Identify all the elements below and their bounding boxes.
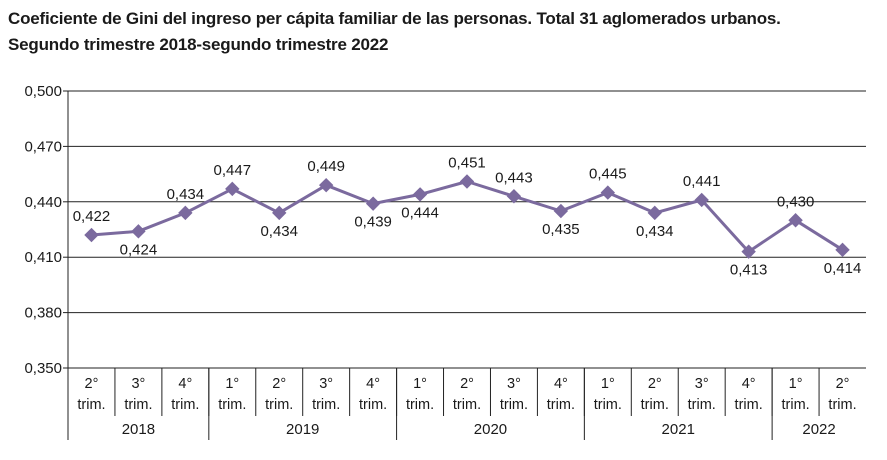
gridlines (68, 90, 866, 369)
category-label-quarter: 4° (554, 376, 568, 392)
category-label-trim: trim. (781, 397, 809, 413)
category-label-quarter: 2° (272, 376, 286, 392)
data-point-marker (272, 205, 287, 221)
category-label-quarter: 2° (85, 376, 99, 392)
category-label-trim: trim. (171, 397, 199, 413)
category-label-quarter: 1° (413, 376, 427, 392)
category-label-trim: trim. (547, 397, 575, 413)
category-label-trim: trim. (406, 397, 434, 413)
data-label: 0,414 (824, 260, 862, 277)
data-label: 0,449 (307, 158, 345, 175)
category-label-quarter: 2° (460, 376, 474, 392)
category-label-quarter: 1° (601, 376, 615, 392)
category-label-quarter: 4° (178, 376, 192, 392)
series-gini (84, 174, 850, 259)
data-label: 0,441 (683, 173, 721, 190)
category-label-trim: trim. (359, 397, 387, 413)
data-label: 0,451 (448, 154, 486, 171)
data-point-marker (506, 189, 522, 204)
category-label-trim: trim. (124, 397, 152, 413)
category-label-trim: trim. (594, 397, 622, 413)
category-label-quarter: 1° (225, 376, 239, 392)
y-tick-label: 0,500 (24, 83, 62, 100)
category-label-quarter: 4° (742, 376, 756, 392)
y-tick-label: 0,410 (24, 249, 62, 266)
data-point-marker (318, 177, 334, 193)
data-point-marker (788, 213, 803, 228)
chart-subtitle: Segundo trimestre 2018-segundo trimestre… (8, 35, 389, 54)
category-label-trim: trim. (688, 397, 716, 413)
data-point-marker (741, 244, 756, 259)
axes (63, 90, 820, 440)
category-label-quarter: 1° (789, 376, 803, 392)
y-tick-label: 0,440 (24, 194, 62, 211)
data-label: 0,430 (777, 193, 815, 210)
category-label-trim: trim. (453, 397, 481, 413)
category-label-quarter: 3° (507, 376, 521, 392)
data-labels: 0,422 0,424 0,434 0,447 0,434 0,449 0,439 0,444… (73, 154, 862, 278)
category-label-trim: trim. (265, 397, 293, 413)
data-label: 0,413 (730, 262, 768, 279)
data-point-marker (694, 192, 709, 208)
chart-title: Coeficiente de Gini del ingreso per cápi… (8, 9, 781, 28)
category-label-trim: trim. (312, 397, 340, 413)
chart-title-block: Coeficiente de Gini del ingreso per cápi… (8, 6, 878, 58)
data-label: 0,444 (401, 204, 439, 221)
data-point-marker (365, 196, 381, 211)
data-label: 0,434 (636, 223, 674, 240)
category-label-trim: trim. (735, 397, 763, 413)
y-tick-label: 0,380 (24, 305, 62, 322)
data-label: 0,422 (73, 208, 111, 225)
category-label-trim: trim. (218, 397, 246, 413)
data-label: 0,439 (354, 214, 392, 231)
y-axis-tick-labels: 0,500 0,470 0,440 0,410 0,380 0,350 (24, 83, 62, 377)
category-label-quarter: 3° (131, 376, 145, 392)
data-label: 0,445 (589, 166, 627, 183)
year-label: 2020 (474, 421, 507, 438)
category-label-quarter: 2° (648, 376, 662, 392)
y-tick-label: 0,470 (24, 138, 62, 155)
data-point-marker (459, 174, 475, 189)
data-point-marker (412, 187, 428, 202)
data-label: 0,434 (167, 186, 205, 203)
year-label: 2021 (662, 421, 695, 438)
category-label-trim: trim. (500, 397, 528, 413)
year-label: 2018 (122, 421, 155, 438)
year-label: 2022 (802, 421, 835, 438)
x-axis-category-labels: 2018 2019 2020 2021 2022 2° trim. 3° trim. 4° trim… (77, 376, 856, 438)
data-label: 0,447 (214, 162, 252, 179)
data-point-marker (178, 205, 193, 221)
data-point-marker (835, 242, 850, 258)
year-label: 2019 (286, 421, 319, 438)
category-label-trim: trim. (828, 397, 856, 413)
category-label-quarter: 3° (695, 376, 709, 392)
category-label-quarter: 4° (366, 376, 380, 392)
data-point-marker (647, 205, 662, 221)
data-label: 0,434 (260, 223, 298, 240)
data-point-marker (131, 224, 146, 239)
category-label-trim: trim. (77, 397, 105, 413)
category-label-quarter: 2° (836, 376, 850, 392)
data-label: 0,424 (120, 241, 158, 258)
series-line (91, 180, 844, 254)
y-tick-label: 0,350 (24, 360, 62, 377)
data-label: 0,435 (542, 221, 580, 238)
data-point-marker (600, 185, 616, 200)
category-label-trim: trim. (641, 397, 669, 413)
category-label-quarter: 3° (319, 376, 333, 392)
data-label: 0,443 (495, 169, 533, 186)
data-point-marker (225, 181, 240, 197)
data-point-marker (553, 203, 569, 219)
data-point-marker (84, 227, 99, 243)
